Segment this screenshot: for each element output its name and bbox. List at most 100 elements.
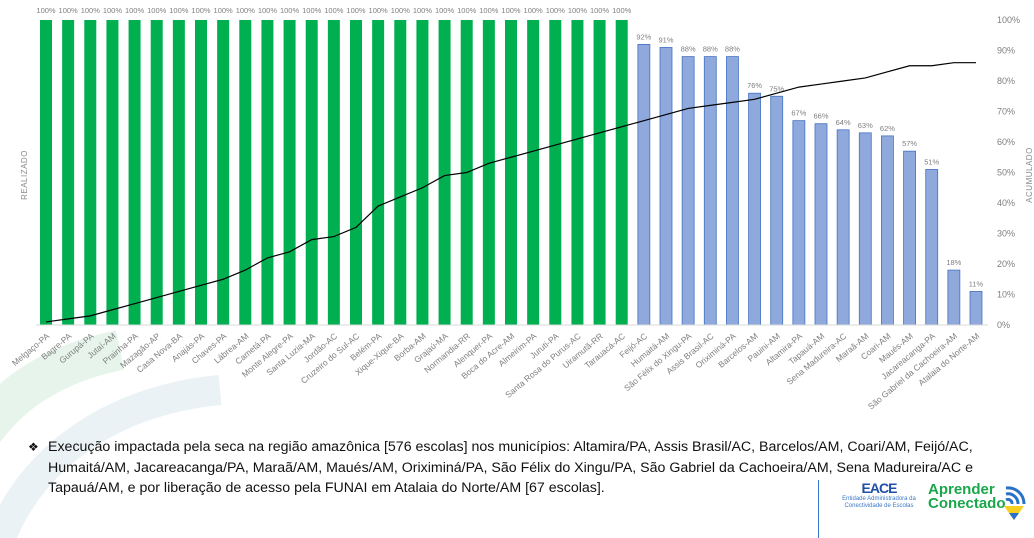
logos: EACE Entidade Administradora da Conectiv… bbox=[818, 480, 1028, 538]
bar bbox=[726, 56, 739, 326]
bar bbox=[527, 20, 540, 325]
bar-data-label: 100% bbox=[169, 6, 189, 15]
bar-data-label: 100% bbox=[413, 6, 433, 15]
bar-data-label: 100% bbox=[214, 6, 234, 15]
bar bbox=[150, 20, 163, 325]
right-axis-label: ACUMULADO bbox=[1025, 147, 1034, 203]
bar-data-label: 100% bbox=[81, 6, 101, 15]
bar-data-label: 100% bbox=[324, 6, 344, 15]
bar bbox=[947, 269, 961, 326]
right-axis-tick: 50% bbox=[997, 168, 1015, 178]
right-axis-tick: 90% bbox=[997, 46, 1015, 56]
eace-logo: EACE Entidade Administradora da Conectiv… bbox=[842, 480, 916, 509]
bar-data-label: 100% bbox=[59, 6, 79, 15]
bar-data-label: 100% bbox=[524, 6, 544, 15]
bar bbox=[172, 20, 185, 325]
bar-data-label: 100% bbox=[36, 6, 56, 15]
bar-data-label: 100% bbox=[479, 6, 499, 15]
bar bbox=[969, 291, 983, 326]
bar bbox=[40, 20, 52, 325]
bar-data-label: 100% bbox=[346, 6, 366, 15]
bar bbox=[195, 20, 207, 325]
bar-data-label: 100% bbox=[191, 6, 211, 15]
bar-data-label: 76% bbox=[747, 81, 762, 90]
bar bbox=[571, 20, 584, 325]
divider bbox=[818, 480, 819, 538]
bar bbox=[239, 20, 252, 325]
bar-data-label: 100% bbox=[568, 6, 588, 15]
bar bbox=[128, 20, 141, 325]
bar bbox=[836, 129, 850, 326]
bar bbox=[482, 20, 495, 325]
bar-data-label: 100% bbox=[125, 6, 145, 15]
bullet-icon: ❖ bbox=[28, 440, 39, 454]
bar bbox=[372, 20, 385, 325]
right-axis-tick: 60% bbox=[997, 137, 1015, 147]
bar-data-label: 51% bbox=[924, 157, 939, 166]
bar bbox=[261, 20, 274, 325]
bar-data-label: 100% bbox=[236, 6, 256, 15]
bar bbox=[217, 20, 230, 325]
bar bbox=[814, 123, 828, 326]
bar-data-label: 100% bbox=[590, 6, 610, 15]
bar bbox=[637, 44, 651, 326]
bar bbox=[615, 20, 628, 325]
wifi-signal-icon bbox=[1004, 486, 1026, 520]
bar-data-label: 75% bbox=[769, 84, 784, 93]
right-axis-tick: 100% bbox=[997, 15, 1020, 25]
bar-data-label: 63% bbox=[858, 121, 873, 130]
right-axis-tick: 20% bbox=[997, 259, 1015, 269]
bar bbox=[748, 92, 761, 326]
bar-data-label: 88% bbox=[725, 45, 740, 54]
bar bbox=[593, 20, 606, 325]
bar bbox=[416, 20, 429, 325]
bar bbox=[283, 20, 296, 325]
bar bbox=[62, 20, 75, 325]
bar bbox=[549, 20, 562, 325]
bar bbox=[327, 20, 340, 325]
aprender-conectado-logo: Aprender Conectado bbox=[928, 481, 1006, 512]
bar-data-label: 88% bbox=[703, 45, 718, 54]
footnote-text: Execução impactada pela seca na região a… bbox=[48, 439, 973, 496]
right-axis-tick: 80% bbox=[997, 76, 1015, 86]
bar-data-label: 67% bbox=[791, 109, 806, 118]
bar bbox=[770, 95, 784, 326]
bar bbox=[106, 20, 119, 325]
bar bbox=[84, 20, 97, 325]
right-axis-tick: 0% bbox=[997, 320, 1010, 330]
bar bbox=[703, 56, 717, 326]
bar-data-label: 100% bbox=[435, 6, 455, 15]
bar bbox=[438, 20, 451, 325]
bar-data-label: 100% bbox=[546, 6, 566, 15]
bar bbox=[925, 169, 939, 326]
left-axis-label: REALIZADO bbox=[20, 150, 29, 200]
bar-data-label: 92% bbox=[636, 32, 651, 41]
bar-data-label: 11% bbox=[969, 279, 984, 288]
bar-data-label: 91% bbox=[658, 35, 673, 44]
bar bbox=[881, 135, 894, 326]
bar-data-label: 62% bbox=[880, 124, 895, 133]
bar bbox=[350, 20, 362, 325]
bar-data-label: 88% bbox=[681, 45, 696, 54]
footnote: ❖ Execução impactada pela seca na região… bbox=[28, 437, 988, 499]
bar-data-label: 18% bbox=[946, 258, 961, 267]
bar bbox=[903, 150, 916, 326]
bar-data-label: 100% bbox=[501, 6, 521, 15]
bar-data-label: 100% bbox=[103, 6, 123, 15]
bar bbox=[858, 132, 872, 326]
bar-data-label: 64% bbox=[836, 118, 851, 127]
bar bbox=[681, 56, 695, 326]
bar-data-label: 100% bbox=[369, 6, 389, 15]
bar-data-label: 100% bbox=[391, 6, 411, 15]
right-axis-tick: 40% bbox=[997, 198, 1015, 208]
bar-data-label: 100% bbox=[280, 6, 300, 15]
bar bbox=[792, 120, 806, 326]
bar-data-label: 66% bbox=[813, 112, 828, 121]
bar bbox=[394, 20, 407, 325]
bar-data-label: 57% bbox=[902, 139, 917, 148]
bar-data-label: 100% bbox=[258, 6, 278, 15]
pareto-chart: 100% 100% 100% 100% 100% 100% 100% 100% 100% 100%… bbox=[10, 6, 1034, 411]
right-axis-tick: 10% bbox=[997, 290, 1015, 300]
bar-data-label: 100% bbox=[147, 6, 167, 15]
